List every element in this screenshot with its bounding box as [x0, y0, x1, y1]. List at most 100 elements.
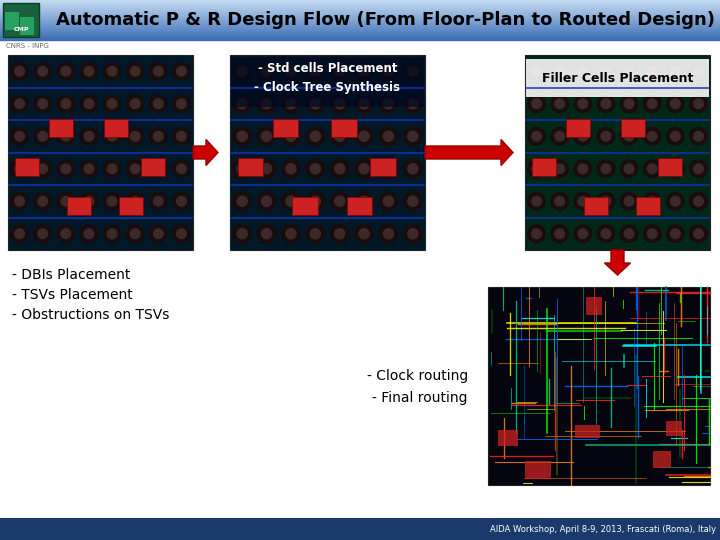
- Circle shape: [14, 229, 24, 239]
- Circle shape: [555, 229, 564, 239]
- Circle shape: [282, 62, 300, 80]
- Circle shape: [282, 94, 300, 113]
- Circle shape: [80, 160, 98, 178]
- Bar: [0, 12, 720, 13]
- Circle shape: [330, 192, 349, 211]
- Circle shape: [38, 99, 48, 109]
- Circle shape: [574, 95, 592, 112]
- Circle shape: [359, 196, 369, 206]
- Circle shape: [306, 62, 325, 80]
- Circle shape: [335, 164, 345, 174]
- Circle shape: [38, 229, 48, 239]
- Circle shape: [237, 131, 247, 141]
- Circle shape: [233, 225, 251, 243]
- Bar: [0, 13, 720, 14]
- Circle shape: [528, 225, 545, 242]
- Circle shape: [335, 66, 345, 76]
- Circle shape: [670, 197, 680, 206]
- Circle shape: [38, 164, 48, 173]
- Circle shape: [150, 63, 167, 80]
- Circle shape: [11, 95, 28, 112]
- Circle shape: [359, 164, 369, 174]
- Circle shape: [286, 131, 296, 141]
- Circle shape: [383, 164, 394, 174]
- Circle shape: [355, 94, 374, 113]
- Circle shape: [667, 95, 684, 112]
- Circle shape: [555, 131, 564, 141]
- Circle shape: [14, 131, 24, 141]
- Circle shape: [261, 196, 271, 206]
- Circle shape: [257, 192, 276, 211]
- Bar: [231, 57, 424, 107]
- Circle shape: [150, 225, 167, 242]
- Circle shape: [306, 159, 325, 178]
- Bar: [0, 9, 720, 10]
- Circle shape: [647, 164, 657, 173]
- Circle shape: [624, 131, 634, 141]
- Bar: [0, 30, 720, 31]
- Circle shape: [670, 131, 680, 141]
- Circle shape: [624, 164, 634, 173]
- Circle shape: [84, 229, 94, 239]
- Circle shape: [644, 225, 661, 242]
- Circle shape: [233, 159, 251, 178]
- Bar: [0, 518, 720, 540]
- Circle shape: [103, 95, 121, 112]
- Circle shape: [282, 159, 300, 178]
- Bar: [621, 119, 645, 137]
- Circle shape: [667, 192, 684, 210]
- Circle shape: [408, 164, 418, 174]
- Circle shape: [61, 164, 71, 173]
- Circle shape: [150, 127, 167, 145]
- Circle shape: [690, 95, 707, 112]
- Circle shape: [335, 196, 345, 206]
- Circle shape: [620, 63, 638, 80]
- Circle shape: [532, 66, 541, 76]
- Circle shape: [379, 94, 397, 113]
- Circle shape: [690, 225, 707, 242]
- Circle shape: [237, 99, 247, 109]
- Circle shape: [130, 99, 140, 109]
- Text: - Clock routing: - Clock routing: [366, 369, 468, 383]
- Circle shape: [310, 196, 320, 206]
- Bar: [0, 25, 720, 26]
- Text: Automatic P & R Design Flow (From Floor-Plan to Routed Design): Automatic P & R Design Flow (From Floor-…: [55, 11, 714, 29]
- Circle shape: [551, 160, 569, 178]
- Bar: [0, 21, 720, 22]
- Circle shape: [620, 192, 638, 210]
- Circle shape: [403, 192, 422, 211]
- Circle shape: [693, 164, 703, 173]
- Circle shape: [383, 66, 394, 76]
- Bar: [0, 32, 720, 33]
- Circle shape: [667, 127, 684, 145]
- Circle shape: [355, 159, 374, 178]
- Circle shape: [233, 127, 251, 145]
- Circle shape: [130, 131, 140, 141]
- Circle shape: [107, 229, 117, 239]
- Circle shape: [670, 66, 680, 76]
- Circle shape: [130, 66, 140, 76]
- Circle shape: [574, 225, 592, 242]
- Circle shape: [84, 66, 94, 76]
- Bar: [230, 55, 425, 250]
- Circle shape: [103, 63, 121, 80]
- Circle shape: [690, 63, 707, 80]
- Circle shape: [528, 63, 545, 80]
- Bar: [0, 33, 720, 34]
- Circle shape: [690, 160, 707, 178]
- Circle shape: [257, 62, 276, 80]
- Bar: [526, 59, 709, 97]
- Bar: [566, 119, 590, 137]
- Circle shape: [383, 196, 394, 206]
- Circle shape: [551, 95, 569, 112]
- Circle shape: [330, 94, 349, 113]
- Circle shape: [84, 197, 94, 206]
- Bar: [636, 197, 660, 215]
- Circle shape: [237, 66, 247, 76]
- Bar: [331, 119, 356, 137]
- Circle shape: [532, 131, 541, 141]
- Circle shape: [61, 197, 71, 206]
- Bar: [0, 3, 720, 4]
- Circle shape: [574, 63, 592, 80]
- Circle shape: [551, 225, 569, 242]
